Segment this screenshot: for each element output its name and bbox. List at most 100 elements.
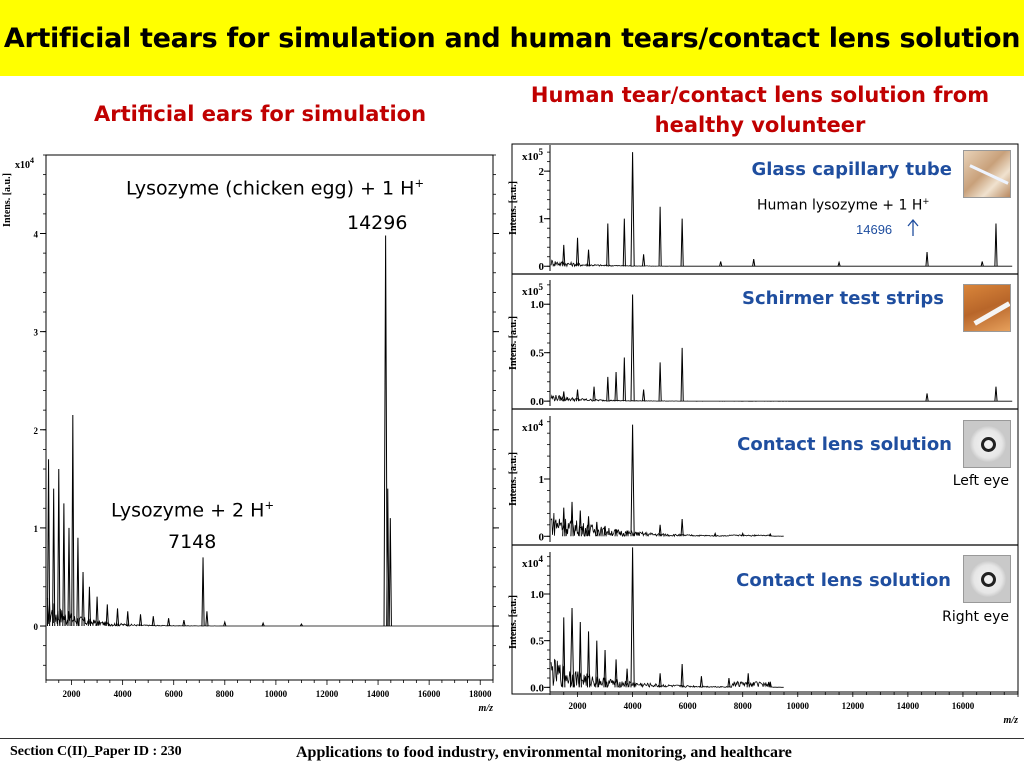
- footer-title: Applications to food industry, environme…: [296, 744, 792, 761]
- title-bar: Artificial tears for simulation and huma…: [0, 0, 1024, 76]
- human-lysozyme-text: Human lysozyme + 1 H: [757, 197, 923, 214]
- y-tick-label: 0: [539, 261, 545, 273]
- peak-lens-left-13: [768, 532, 772, 537]
- peak1-sup: +: [414, 176, 424, 190]
- peak-lens-right-6: [614, 659, 618, 688]
- lens-right-photo: [963, 555, 1011, 603]
- chart-lens-right: [544, 547, 1019, 697]
- y-axis-title: Intens. [a.u.]: [508, 181, 519, 235]
- peak-lens-left-2: [578, 510, 582, 537]
- x-axis-title: m/z: [479, 703, 494, 714]
- chart-capillary: [512, 145, 1018, 275]
- peak-artificial-21: [299, 623, 303, 627]
- peak-lens-right-8: [630, 547, 635, 688]
- peak-artificial-4: [67, 527, 71, 627]
- chart-lens-left: [512, 416, 1018, 546]
- y-axis-title: Intens. [a.u.]: [508, 452, 519, 506]
- x-tick-label: 4000: [114, 689, 133, 699]
- x-tick-label: 8000: [216, 689, 235, 699]
- peak-schirmer-6: [630, 294, 635, 402]
- y-exponent-label: 4: [30, 156, 34, 165]
- peak-lens-left-0: [562, 507, 566, 537]
- peak-lens-right-10: [680, 663, 684, 688]
- peak-lens-left-11: [713, 532, 717, 537]
- chart-schirmer: [512, 280, 1018, 410]
- y-multiplier-label: x105: [522, 282, 544, 298]
- peak-schirmer-10: [925, 393, 929, 402]
- y-tick-label: 0: [539, 531, 545, 543]
- x-tick-label: 16000: [952, 701, 975, 711]
- y-tick-label: 0.5: [530, 636, 544, 648]
- y-exponent-label: 5: [539, 282, 544, 292]
- peak-schirmer-5: [622, 357, 626, 402]
- y-tick-label: 1.0: [530, 589, 544, 601]
- peak-artificial-2: [57, 469, 61, 627]
- x-tick-label: 6000: [679, 701, 698, 711]
- peak-capillary-0: [562, 244, 566, 267]
- peak-lens-right-11: [699, 676, 704, 688]
- peak-lens-left-10: [680, 519, 684, 537]
- peak-capillary-12: [925, 251, 929, 267]
- right-panel-frame: [511, 143, 1019, 695]
- peak-capillary-9: [719, 261, 723, 267]
- up-arrow-icon: [907, 218, 919, 236]
- peak-capillary-5: [630, 152, 635, 267]
- y-tick-label: 1: [34, 524, 39, 534]
- y-axis-title: Intens. [a.u.]: [2, 173, 13, 227]
- x-tick-label: 10000: [787, 701, 810, 711]
- peak-lens-left-8: [630, 424, 635, 537]
- y-tick-label: 2: [539, 166, 545, 178]
- human-lysozyme-sup: +: [922, 196, 930, 206]
- y-multiplier-label: x104: [522, 418, 544, 434]
- panel-label-lens-right: Contact lens solution: [736, 570, 951, 591]
- peak-lens-left-3: [586, 516, 591, 537]
- panel-label-capillary: Glass capillary tube: [751, 159, 952, 180]
- peak-lens-right-12: [727, 677, 731, 688]
- y-tick-label: 1: [539, 214, 545, 226]
- y-multiplier-label: x105: [522, 147, 544, 163]
- peak-lens-right-1: [569, 607, 575, 688]
- peak-capillary-10: [752, 259, 756, 267]
- peak-capillary-6: [642, 254, 646, 267]
- peak2-mz: 7148: [168, 531, 217, 553]
- x-tick-label: 2000: [63, 689, 82, 699]
- peak-artificial-18: [205, 611, 209, 627]
- peak-lens-left-5: [603, 525, 607, 537]
- peak-artificial-22: [383, 235, 388, 627]
- peak-schirmer-1: [575, 389, 580, 402]
- x-tick-label: 4000: [624, 701, 643, 711]
- peak1-mz: 14296: [347, 212, 408, 234]
- peak-capillary-7: [658, 206, 662, 267]
- peak-artificial-19: [223, 620, 227, 627]
- x-axis-title: m/z: [1004, 715, 1019, 726]
- baseline-trace: [550, 259, 1013, 268]
- peak-lens-left-9: [658, 524, 662, 537]
- peak-lens-right-3: [586, 631, 591, 688]
- peak-schirmer-0: [562, 391, 566, 402]
- peak-artificial-17: [201, 557, 205, 627]
- peak-artificial-12: [126, 611, 130, 627]
- x-tick-label: 18000: [469, 689, 492, 699]
- strip-photo: [963, 284, 1011, 332]
- peak2-sup: +: [264, 498, 274, 512]
- y-tick-label: 0.0: [530, 396, 544, 408]
- peak-schirmer-7: [642, 389, 646, 402]
- y-tick-label: 4: [34, 230, 39, 240]
- peak-schirmer-9: [680, 347, 684, 402]
- peak-capillary-13: [980, 261, 984, 267]
- peak-lens-left-12: [741, 532, 745, 537]
- peak-schirmer-2: [592, 386, 596, 402]
- peak-capillary-8: [680, 218, 684, 267]
- y-axis-title: Intens. [a.u.]: [508, 595, 519, 649]
- y-multiplier-label: x104: [15, 156, 34, 171]
- footer-divider: [0, 738, 1024, 739]
- peak-lens-left-1: [570, 501, 574, 537]
- peak2-text: Lysozyme + 2 H: [111, 499, 265, 522]
- peak2-annotation: Lysozyme + 2 H+: [111, 498, 274, 521]
- peak-artificial-13: [138, 614, 143, 627]
- peak-lens-right-0: [562, 617, 566, 688]
- y-exponent-label: 5: [539, 147, 544, 157]
- footer-section-id: Section C(II)_Paper ID : 230: [10, 744, 182, 759]
- x-tick-label: 10000: [265, 689, 288, 699]
- y-exponent-label: 4: [539, 554, 544, 564]
